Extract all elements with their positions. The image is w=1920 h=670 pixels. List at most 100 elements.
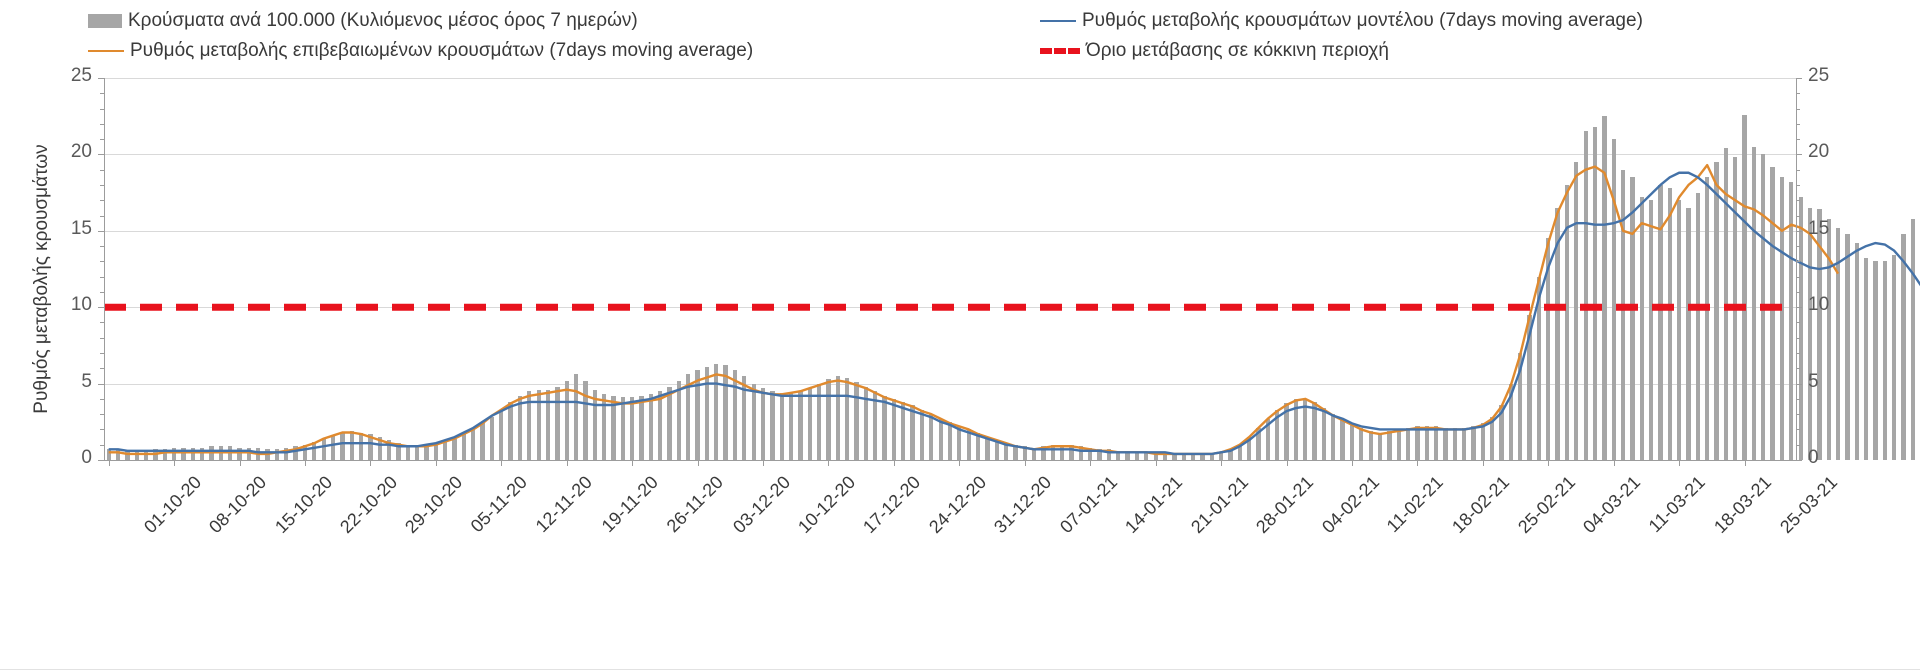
bar [1826,218,1831,460]
bar [1321,408,1327,460]
bar [321,438,326,460]
x-tick [239,460,241,466]
x-tick [959,460,961,466]
x-tick [828,460,830,466]
bar [1583,131,1588,460]
y-minor-tick [100,444,104,446]
bar [601,394,607,460]
bar [938,418,943,460]
bar [845,377,850,460]
bar [1181,453,1186,460]
legend-item-red-threshold: Όριο μετάβασης σε κόκκινη περιοχή [1040,40,1389,62]
x-tick [763,460,765,466]
bar [1396,429,1401,460]
bar [125,450,130,460]
bar [1527,314,1532,460]
x-tick-label: 15-10-20 [270,472,336,538]
legend-label: Κρούσματα ανά 100.000 (Κυλιόμενος μέσος … [128,10,638,31]
x-tick [435,460,437,466]
bar [1901,233,1906,460]
bar [1218,452,1224,460]
bar [1031,447,1037,460]
bar [695,369,700,460]
legend-item-model-rate: Ρυθμός μεταβολής κρουσμάτων μοντέλου (7d… [1040,10,1643,32]
bar [1359,427,1364,460]
x-tick-label: 01-10-20 [139,472,205,538]
bar [1022,446,1027,460]
bar [134,450,139,460]
bar [181,447,186,460]
bar [162,449,167,460]
bar [386,440,392,460]
y-minor-tick [1796,368,1800,370]
bar [396,443,401,460]
y-minor-tick [1796,353,1800,355]
bar [1162,453,1168,460]
line-swatch-icon [88,50,124,52]
bar [415,444,420,460]
y-minor-tick [1796,460,1800,461]
y-minor-tick [100,108,104,110]
bar [499,409,504,460]
x-tick [1744,460,1746,466]
bar [966,429,971,460]
bar [1387,430,1392,460]
bar [555,386,560,460]
bar [1433,426,1439,460]
x-tick [174,460,176,466]
x-tick [1679,460,1681,466]
bar [1377,432,1383,460]
x-tick [1417,460,1419,466]
x-tick-label: 12-11-20 [531,472,597,537]
bar [1676,200,1682,460]
bar [1779,177,1785,460]
bar [1050,444,1055,460]
bar [1088,447,1093,460]
bar [1190,453,1196,460]
bar [901,401,906,460]
bar [1695,192,1700,460]
bar [882,395,887,460]
bar [1013,444,1018,460]
x-tick-label: 28-01-21 [1252,472,1318,538]
bar [143,450,149,460]
bar [1069,444,1074,460]
x-tick [1024,460,1026,466]
x-tick [1286,460,1288,466]
bar [1592,126,1598,460]
bar [1461,427,1467,460]
bar [788,392,794,460]
bar [171,447,177,460]
y-minor-tick [100,398,104,400]
legend-label: Ρυθμός μεταβολής επιβεβαιωμένων κρουσμάτ… [130,40,754,61]
y-minor-tick [100,184,104,186]
x-tick [304,460,306,466]
bar [1349,423,1355,460]
bar [1789,181,1794,460]
x-tick-label: 19-11-20 [597,472,662,537]
y-minor-tick [100,307,104,309]
x-tick [370,460,372,466]
x-tick-label: 08-10-20 [205,472,271,538]
bar [1845,233,1850,460]
bar [723,365,728,460]
line-series [104,163,1920,456]
line-path [108,171,1920,456]
bar [461,434,467,460]
x-tick-label: 10-12-20 [794,472,860,538]
bar [1312,401,1317,460]
bar [1480,423,1485,460]
x-tick [632,460,634,466]
bar [452,438,457,460]
bar [1490,417,1495,460]
x-tick-label: 04-03-21 [1579,472,1645,538]
bar [1770,166,1775,460]
bar [779,392,784,460]
y-minor-tick [100,93,104,95]
bar [863,386,868,460]
bar [1508,383,1514,460]
bar [648,394,653,460]
x-tick-label: 18-02-21 [1448,472,1514,538]
bar [1144,452,1149,460]
x-axis-line [104,460,1796,461]
